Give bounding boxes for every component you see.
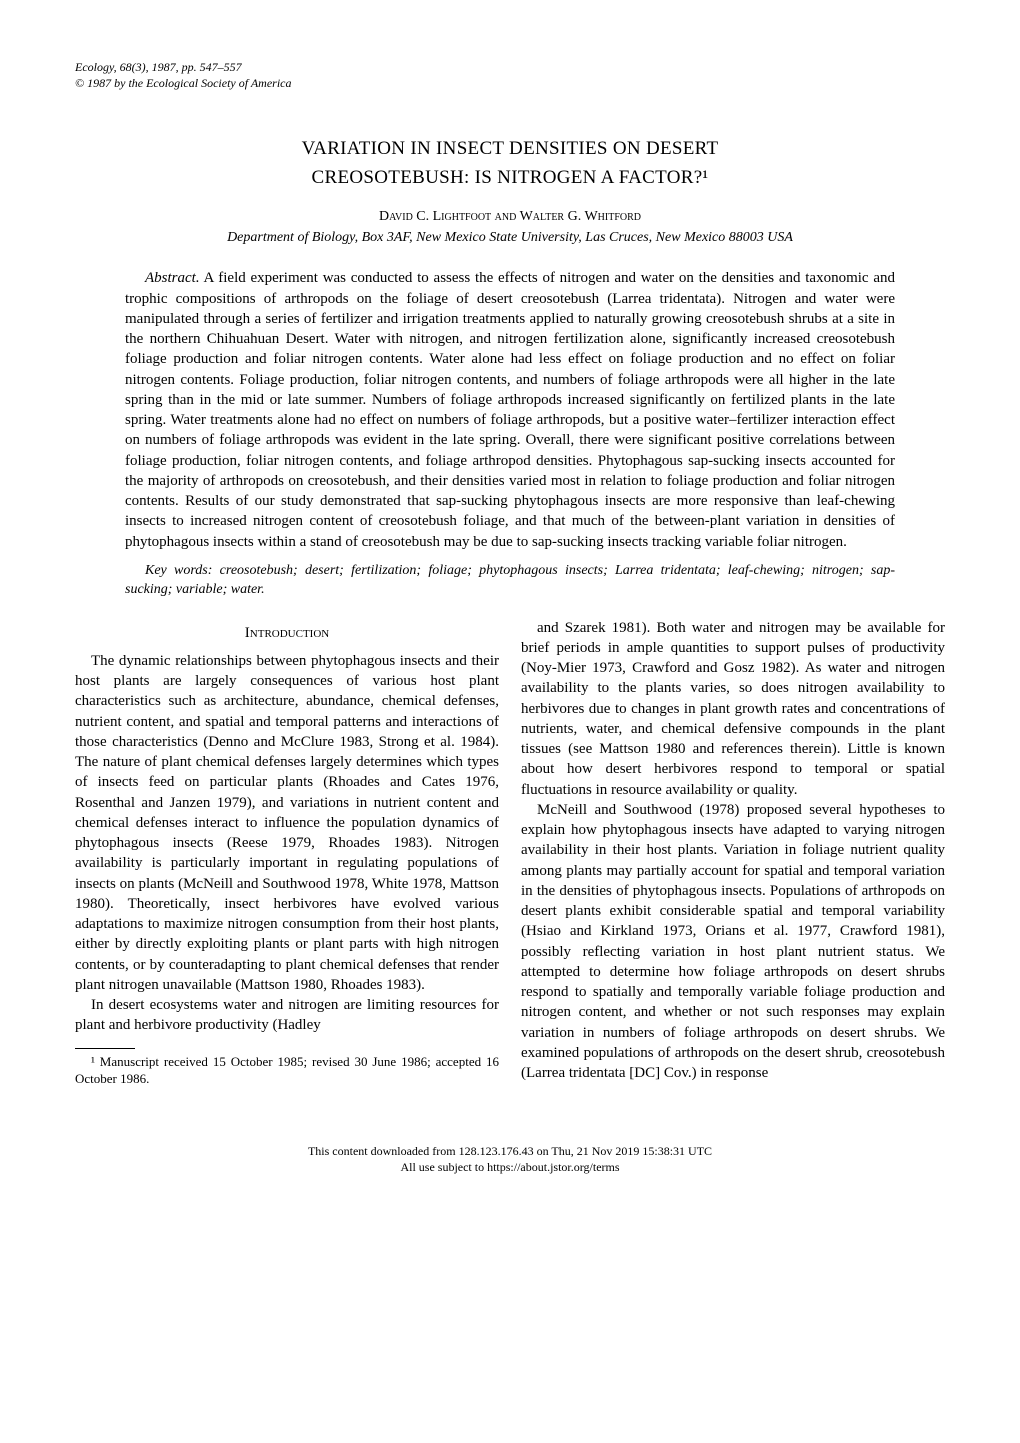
body-paragraph-4: McNeill and Southwood (1978) proposed se… <box>521 800 945 1084</box>
body-paragraph-2: In desert ecosystems water and nitrogen … <box>75 995 499 1036</box>
abstract-label: Abstract. <box>145 270 200 286</box>
citation-line-2: © 1987 by the Ecological Society of Amer… <box>75 76 945 92</box>
jstor-footer: This content downloaded from 128.123.176… <box>75 1143 945 1177</box>
footnote-divider <box>75 1048 135 1049</box>
keywords-block: Key words: creosotebush; desert; fertili… <box>75 562 945 600</box>
authors: David C. Lightfoot and Walter G. Whitfor… <box>75 208 945 227</box>
paper-title-line-1: VARIATION IN INSECT DENSITIES ON DESERT <box>75 136 945 162</box>
keywords-text: creosotebush; desert; fertilization; fol… <box>125 563 895 597</box>
jstor-line-2: All use subject to https://about.jstor.o… <box>75 1159 945 1176</box>
body-paragraph-3: and Szarek 1981). Both water and nitroge… <box>521 618 945 800</box>
keywords-label: Key words: <box>145 563 212 578</box>
jstor-line-1: This content downloaded from 128.123.176… <box>75 1143 945 1160</box>
citation-line-1: Ecology, 68(3), 1987, pp. 547–557 <box>75 60 945 76</box>
abstract-block: Abstract. A field experiment was conduct… <box>75 268 945 552</box>
section-heading-introduction: Introduction <box>75 623 499 643</box>
body-paragraph-1: The dynamic relationships between phytop… <box>75 651 499 995</box>
body-columns: Introduction The dynamic relationships b… <box>75 618 945 1088</box>
footnote: ¹ Manuscript received 15 October 1985; r… <box>75 1053 499 1088</box>
abstract-text: A field experiment was conducted to asse… <box>125 270 895 549</box>
affiliation: Department of Biology, Box 3AF, New Mexi… <box>75 229 945 248</box>
journal-citation: Ecology, 68(3), 1987, pp. 547–557 © 1987… <box>75 60 945 91</box>
paper-title-line-2: CREOSOTEBUSH: IS NITROGEN A FACTOR?¹ <box>75 165 945 191</box>
